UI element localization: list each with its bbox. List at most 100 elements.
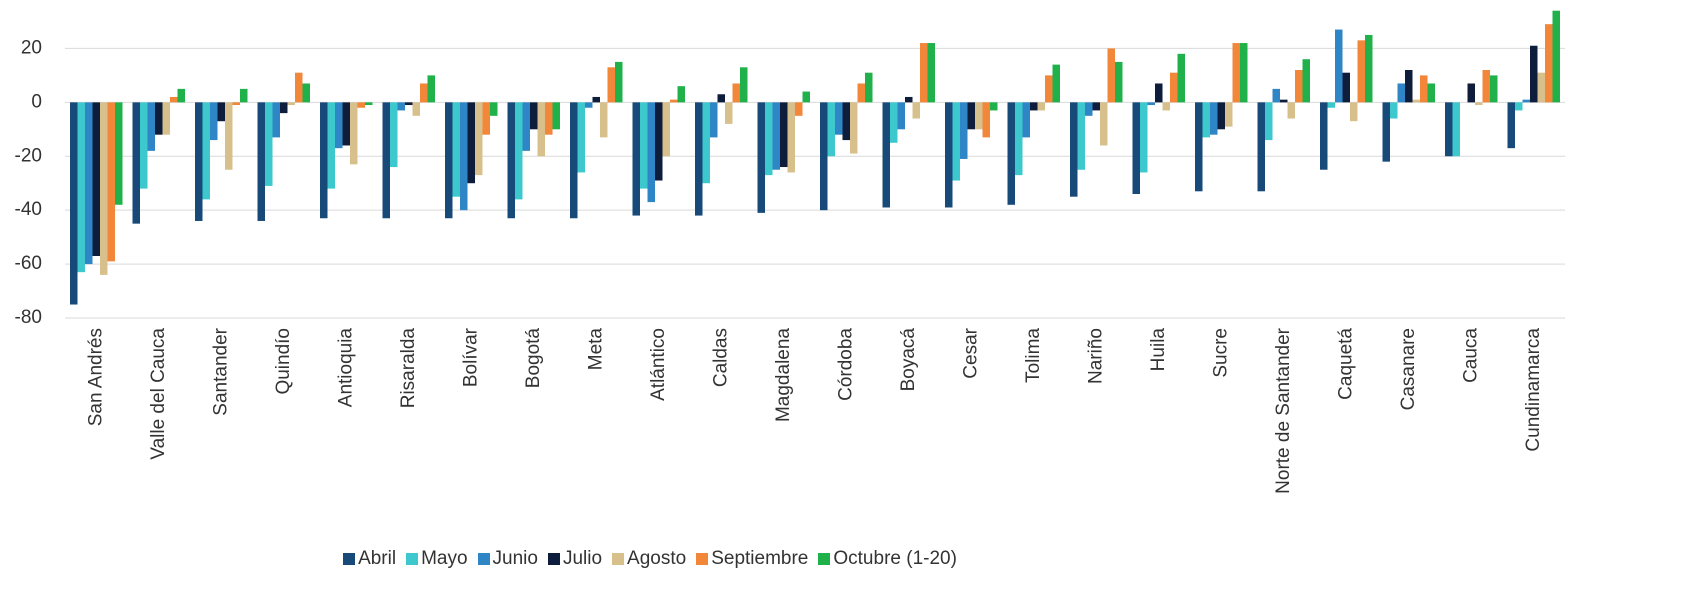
bar	[670, 99, 678, 103]
bar	[70, 102, 78, 305]
bar	[1490, 75, 1498, 103]
legend-label: Octubre (1-20)	[833, 548, 957, 569]
bar	[100, 102, 108, 275]
bar	[1170, 72, 1178, 103]
bar	[1225, 102, 1233, 127]
bar	[545, 102, 553, 135]
bar	[342, 102, 350, 146]
bar	[600, 102, 608, 138]
bar	[1100, 102, 1108, 146]
bar	[217, 102, 225, 122]
bar	[1015, 102, 1023, 176]
x-tick-label: Antioquia	[335, 328, 356, 408]
x-tick-label: Bolívar	[460, 327, 481, 387]
bar	[327, 102, 335, 189]
legend: Abril Mayo Junio Julio Agosto Septiembre Octub…	[0, 548, 1300, 570]
bar	[1265, 102, 1273, 141]
x-tick-label: San Andrés	[85, 328, 106, 426]
bar	[420, 83, 428, 103]
bar	[170, 96, 178, 103]
legend-swatch	[477, 553, 490, 565]
x-tick-label: Risaralda	[398, 328, 419, 409]
bar	[592, 96, 600, 103]
x-tick-label: Casanare	[1398, 328, 1419, 410]
bar	[1280, 99, 1288, 103]
bar	[717, 94, 725, 103]
bar	[1162, 102, 1170, 111]
bar	[1452, 102, 1460, 157]
bar	[835, 102, 843, 135]
x-tick-label: Magdalena	[773, 328, 794, 422]
bar	[990, 102, 998, 111]
bar	[1545, 24, 1553, 103]
bar	[1022, 102, 1030, 138]
bar	[740, 67, 748, 103]
bar	[1427, 83, 1435, 103]
bar	[1115, 61, 1123, 103]
bar	[552, 102, 560, 130]
bar	[320, 102, 328, 219]
bar	[787, 102, 795, 173]
bar	[1515, 102, 1523, 111]
bar	[1365, 34, 1373, 103]
bar	[1210, 102, 1218, 135]
bar	[1302, 59, 1310, 103]
x-tick-label: Boyacá	[898, 328, 919, 392]
bar	[1390, 102, 1398, 119]
bar	[77, 102, 85, 273]
bar	[842, 102, 850, 141]
bar	[757, 102, 765, 213]
x-tick-label: Quindío	[273, 328, 294, 395]
bar	[232, 102, 240, 106]
bar	[272, 102, 280, 138]
bar	[155, 102, 163, 135]
bar	[132, 102, 140, 224]
y-tick-label: -60	[15, 253, 42, 274]
legend-swatch	[547, 553, 560, 565]
bar	[1085, 102, 1093, 116]
bar	[195, 102, 203, 221]
bar	[225, 102, 233, 170]
bar	[287, 102, 295, 106]
bar	[920, 43, 928, 103]
bar	[1295, 70, 1303, 103]
bar	[295, 72, 303, 103]
bar	[982, 102, 990, 138]
bar	[177, 88, 185, 103]
bar	[677, 86, 685, 103]
bar	[350, 102, 358, 165]
bar	[280, 102, 288, 114]
bar	[92, 102, 100, 256]
bar	[147, 102, 155, 151]
bar	[765, 102, 773, 176]
bar	[710, 102, 718, 138]
bar	[507, 102, 515, 219]
legend-item: Julio	[547, 548, 602, 570]
legend-swatch	[406, 553, 419, 565]
bar	[460, 102, 468, 211]
bar	[1482, 70, 1490, 103]
bar	[820, 102, 828, 211]
bar	[1007, 102, 1015, 205]
legend-swatch	[612, 553, 625, 565]
bar	[357, 102, 365, 108]
y-tick-label: -20	[15, 145, 42, 166]
bar	[1357, 40, 1365, 103]
bar	[1507, 102, 1515, 149]
bar	[897, 102, 905, 130]
bar	[662, 102, 670, 157]
legend-item: Mayo	[406, 548, 468, 570]
bar	[780, 102, 788, 168]
bar	[615, 61, 623, 103]
bar	[1052, 64, 1060, 103]
bar	[702, 102, 710, 184]
bar	[632, 102, 640, 216]
y-tick-label: 0	[31, 91, 42, 112]
bar	[927, 43, 935, 103]
bar	[427, 75, 435, 103]
bar	[570, 102, 578, 219]
bar	[257, 102, 265, 221]
bar	[1475, 102, 1483, 106]
bar	[1132, 102, 1140, 194]
